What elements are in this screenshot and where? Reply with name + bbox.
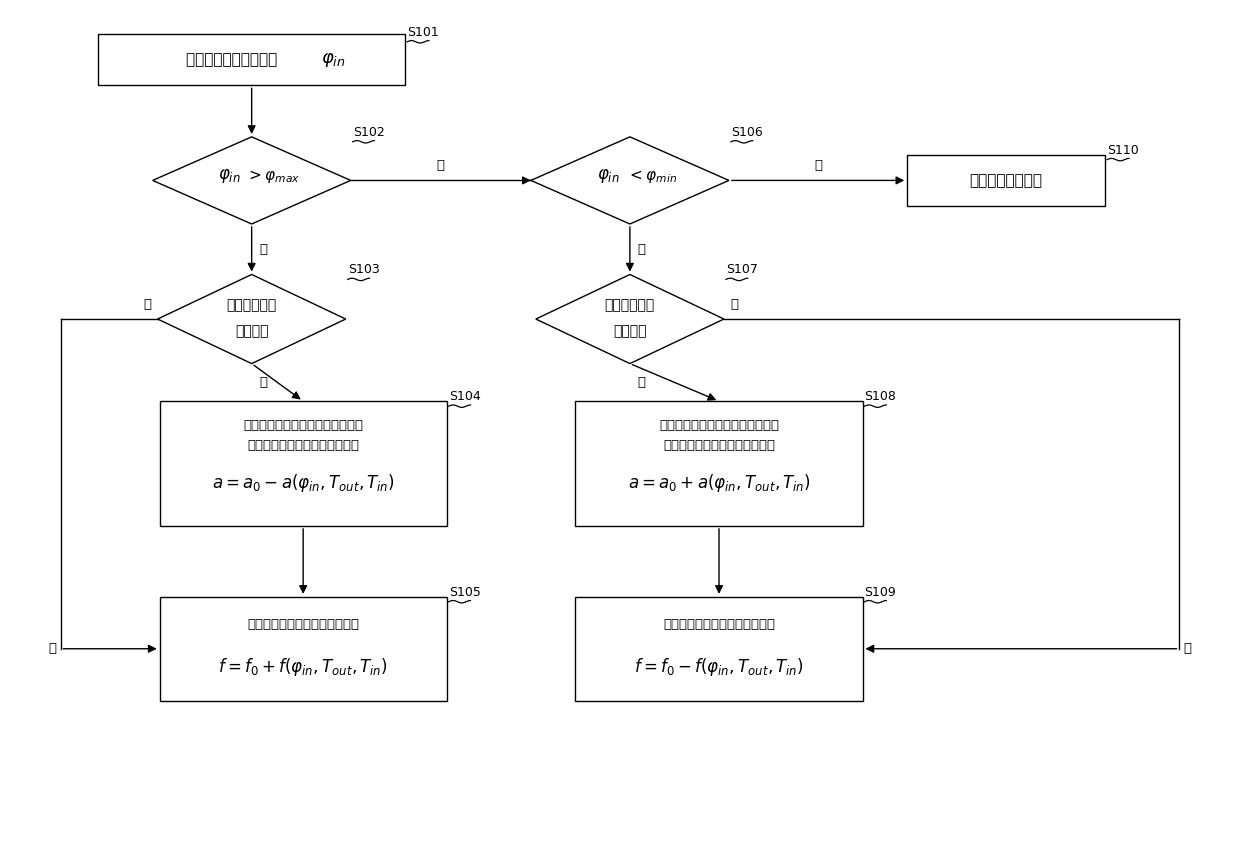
Text: 元件的开度调小，调节后的开度: 元件的开度调小，调节后的开度 — [247, 439, 360, 453]
Polygon shape — [157, 274, 346, 364]
Text: $<\varphi_{min}$: $<\varphi_{min}$ — [626, 168, 677, 185]
Text: S102: S102 — [352, 126, 384, 139]
Text: $\varphi_{in}$: $\varphi_{in}$ — [596, 168, 620, 185]
Text: 是: 是 — [259, 376, 268, 389]
Text: 是: 是 — [637, 243, 646, 255]
Text: 是: 是 — [637, 376, 646, 389]
Polygon shape — [531, 137, 729, 224]
Text: 否: 否 — [730, 298, 738, 311]
Text: S106: S106 — [730, 126, 763, 139]
Text: S109: S109 — [864, 585, 897, 599]
Text: 否: 否 — [436, 160, 445, 173]
Text: 空调器中存在: 空调器中存在 — [605, 298, 655, 312]
Text: S108: S108 — [864, 390, 897, 404]
Text: 否: 否 — [144, 298, 151, 311]
Text: $\varphi_{in}$: $\varphi_{in}$ — [218, 168, 242, 185]
Text: 空调器中存在: 空调器中存在 — [227, 298, 277, 312]
Text: 节流元件: 节流元件 — [613, 324, 646, 338]
Text: 压缩机升频，升频后的运行频率: 压缩机升频，升频后的运行频率 — [247, 618, 360, 630]
Bar — [160, 401, 446, 526]
Bar — [98, 34, 405, 85]
Text: $>\varphi_{max}$: $>\varphi_{max}$ — [247, 168, 300, 185]
Bar — [908, 155, 1105, 206]
Text: 压缩机降频，降频后的运行频率: 压缩机降频，降频后的运行频率 — [663, 618, 775, 630]
Text: S101: S101 — [407, 26, 439, 39]
Text: 否: 否 — [48, 642, 57, 656]
Text: $a = a_0 + a\left(\varphi_{in}, T_{out}, T_{in}\right)$: $a = a_0 + a\left(\varphi_{in}, T_{out},… — [627, 472, 811, 494]
Text: $a = a_0 - a\left(\varphi_{in}, T_{out}, T_{in}\right)$: $a = a_0 - a\left(\varphi_{in}, T_{out},… — [212, 472, 394, 494]
Text: S105: S105 — [449, 585, 481, 599]
Text: 否: 否 — [813, 160, 822, 173]
Text: S103: S103 — [347, 263, 379, 277]
Text: S107: S107 — [725, 263, 758, 277]
Bar — [160, 596, 446, 700]
Text: 节流元件: 节流元件 — [234, 324, 268, 338]
Polygon shape — [153, 137, 351, 224]
Text: 压缩机的运行频率保持不变且节流: 压缩机的运行频率保持不变且节流 — [658, 420, 779, 432]
Bar — [575, 401, 863, 526]
Text: $f = f_0 + f\left(\varphi_{in}, T_{out}, T_{in}\right)$: $f = f_0 + f\left(\varphi_{in}, T_{out},… — [218, 656, 388, 678]
Text: 是: 是 — [259, 243, 268, 255]
Text: 保持当前状态不变: 保持当前状态不变 — [970, 173, 1043, 188]
Text: $\varphi_{in}$: $\varphi_{in}$ — [321, 51, 345, 69]
Text: 压缩机的运行频率保持不变且节流: 压缩机的运行频率保持不变且节流 — [243, 420, 363, 432]
Text: S104: S104 — [449, 390, 480, 404]
Text: $f = f_0 - f\left(\varphi_{in}, T_{out}, T_{in}\right)$: $f = f_0 - f\left(\varphi_{in}, T_{out},… — [634, 656, 804, 678]
Bar — [575, 596, 863, 700]
Text: 元件的开度调大，调节后的开度: 元件的开度调大，调节后的开度 — [663, 439, 775, 453]
Polygon shape — [536, 274, 724, 364]
Text: 否: 否 — [1183, 642, 1192, 656]
Text: S110: S110 — [1107, 144, 1138, 157]
Text: 获取当前室内环境湿度: 获取当前室内环境湿度 — [186, 52, 281, 67]
